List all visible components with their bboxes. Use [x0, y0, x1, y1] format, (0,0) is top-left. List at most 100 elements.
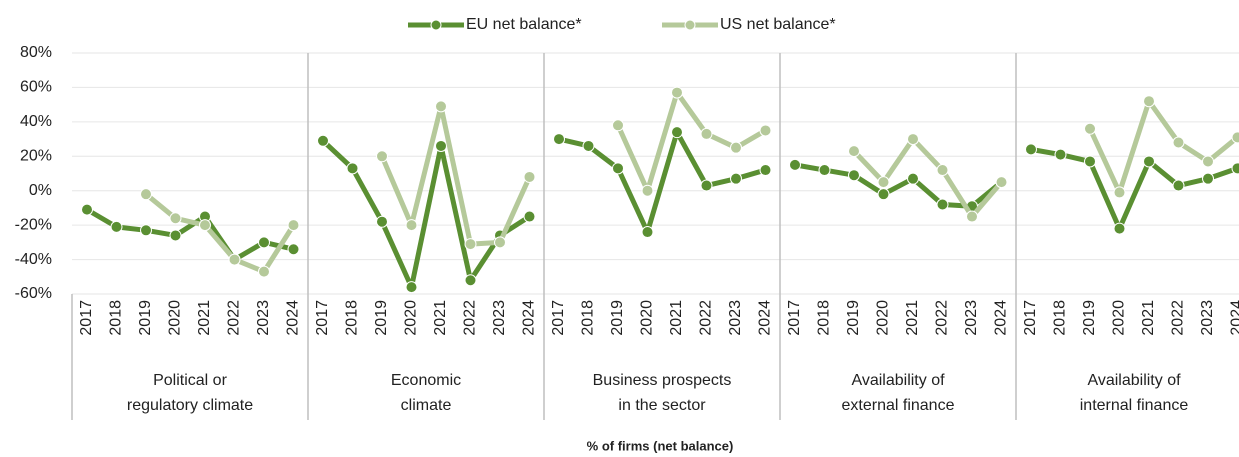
- y-tick-label: -60%: [15, 285, 52, 302]
- data-point: [464, 274, 477, 287]
- legend-marker: [684, 19, 696, 31]
- series-line: [1087, 98, 1239, 195]
- data-point: [848, 169, 860, 182]
- x-tick-label: 2018: [344, 300, 361, 336]
- y-tick-label: 0%: [29, 182, 52, 199]
- x-tick-label: 2023: [491, 300, 508, 336]
- data-point: [376, 215, 388, 228]
- x-tick-label: 2021: [904, 300, 921, 336]
- data-point: [287, 219, 300, 232]
- data-point: [523, 210, 536, 223]
- data-point: [140, 188, 152, 201]
- x-tick-label: 2021: [668, 300, 685, 336]
- x-tick-label: 2024: [757, 300, 774, 336]
- data-point: [228, 253, 241, 266]
- x-tick-label: 2018: [816, 300, 833, 336]
- x-tick-label: 2022: [698, 300, 715, 336]
- data-point: [346, 162, 359, 175]
- data-point: [789, 158, 801, 171]
- x-tick-label: 2021: [1140, 300, 1157, 336]
- data-point: [818, 164, 831, 177]
- data-point: [730, 172, 742, 185]
- series-line: [379, 103, 532, 247]
- data-point: [995, 176, 1008, 189]
- y-tick-label: 40%: [20, 113, 52, 130]
- data-point: [169, 229, 182, 242]
- data-point: [523, 170, 536, 183]
- legend-label: US net balance*: [720, 16, 836, 33]
- data-point: [671, 126, 683, 139]
- data-point: [877, 176, 890, 189]
- series-line: [144, 192, 296, 275]
- x-tick-label: 2018: [108, 300, 125, 336]
- data-point: [641, 184, 654, 197]
- data-point: [1113, 222, 1126, 235]
- x-tick-label: 2020: [167, 300, 184, 336]
- group-label: Availability of: [851, 372, 945, 389]
- data-point: [1113, 186, 1126, 199]
- x-tick-label: 2019: [373, 300, 390, 336]
- data-point: [759, 164, 772, 177]
- data-point: [1054, 148, 1067, 161]
- data-point: [1202, 155, 1214, 168]
- data-point: [81, 203, 93, 216]
- group-label: Business prospects: [593, 372, 732, 389]
- x-tick-label: 2022: [226, 300, 243, 336]
- x-tick-label: 2019: [1081, 300, 1098, 336]
- x-tick-label: 2021: [196, 300, 213, 336]
- data-point: [258, 265, 270, 278]
- data-point: [700, 179, 713, 192]
- x-tick-label: 2024: [1229, 300, 1239, 336]
- x-tick-label: 2024: [285, 300, 302, 336]
- data-point: [405, 281, 418, 294]
- y-tick-label: 80%: [20, 44, 52, 61]
- data-point: [258, 236, 270, 249]
- x-tick-label: 2017: [314, 300, 331, 336]
- y-tick-label: 60%: [20, 79, 52, 96]
- legend-marker: [430, 19, 442, 31]
- x-tick-label: 2020: [403, 300, 420, 336]
- data-point: [730, 141, 742, 154]
- data-point: [1231, 131, 1239, 144]
- x-tick-label: 2019: [137, 300, 154, 336]
- group-label: external finance: [842, 397, 955, 414]
- x-tick-label: 2024: [993, 300, 1010, 336]
- data-point: [1143, 95, 1155, 108]
- x-tick-label: 2023: [255, 300, 272, 336]
- data-point: [553, 133, 565, 146]
- data-point: [641, 226, 654, 239]
- data-point: [671, 86, 683, 99]
- data-point: [907, 172, 919, 185]
- data-point: [317, 134, 329, 147]
- x-tick-label: 2018: [580, 300, 597, 336]
- data-point: [140, 224, 152, 237]
- x-tick-label: 2017: [550, 300, 567, 336]
- x-tick-label: 2017: [78, 300, 95, 336]
- data-point: [907, 133, 919, 146]
- x-tick-label: 2020: [1111, 300, 1128, 336]
- series-line: [852, 136, 1004, 220]
- data-point: [1143, 155, 1155, 168]
- x-tick-label: 2024: [521, 300, 538, 336]
- data-point: [877, 188, 890, 201]
- x-tick-label: 2023: [727, 300, 744, 336]
- x-tick-label: 2018: [1052, 300, 1069, 336]
- data-point: [759, 124, 772, 137]
- data-point: [1231, 162, 1239, 175]
- data-point: [936, 198, 949, 211]
- data-point: [1172, 136, 1185, 149]
- legend-label: EU net balance*: [466, 16, 582, 33]
- x-tick-label: 2022: [1170, 300, 1187, 336]
- data-point: [1025, 143, 1037, 156]
- group-label: regulatory climate: [127, 397, 253, 414]
- data-point: [435, 100, 447, 113]
- data-point: [199, 219, 211, 232]
- data-point: [169, 212, 182, 225]
- group-label: Availability of: [1087, 372, 1181, 389]
- data-point: [1084, 122, 1096, 135]
- y-tick-label: -20%: [15, 216, 52, 233]
- data-point: [966, 210, 978, 223]
- data-point: [612, 162, 624, 175]
- series-line: [85, 207, 295, 263]
